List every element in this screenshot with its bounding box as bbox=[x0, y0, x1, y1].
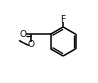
Text: O: O bbox=[27, 40, 34, 49]
Text: O: O bbox=[20, 30, 27, 39]
Text: F: F bbox=[61, 15, 66, 24]
